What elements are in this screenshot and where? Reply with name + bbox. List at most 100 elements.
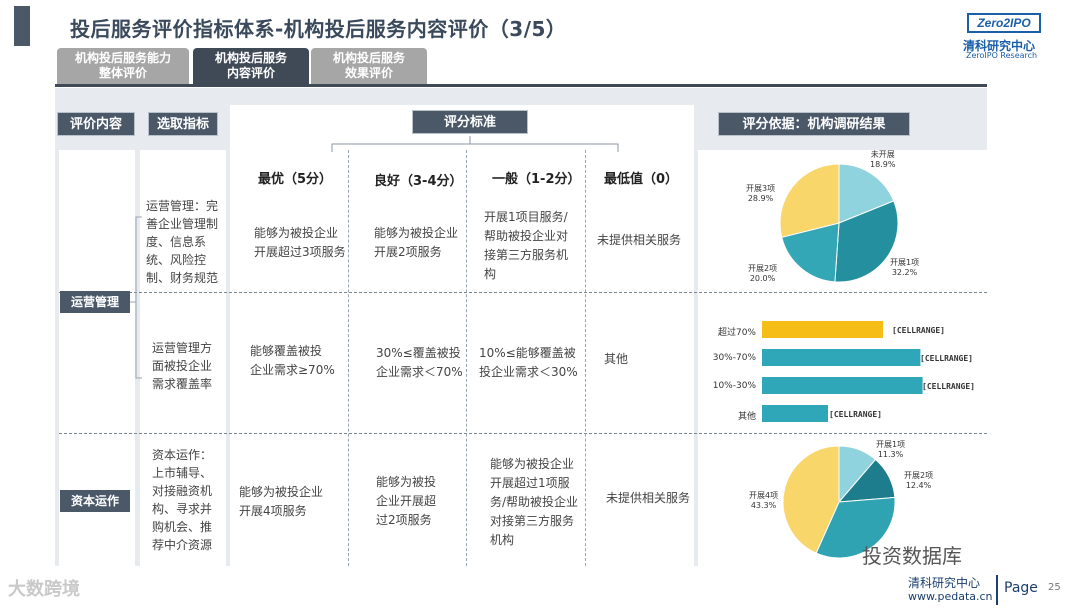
header-basis: 评分依据：机构调研结果 bbox=[718, 112, 910, 136]
indicator-line: 对接融资机 bbox=[152, 484, 213, 498]
zero2ipo-logo: Zero2IPO bbox=[967, 13, 1041, 33]
row-divider bbox=[59, 292, 987, 293]
pie1-label-2: 开展2项 20.0% bbox=[748, 264, 777, 284]
level-lowest: 最低值（0） bbox=[604, 172, 679, 187]
bar-value-text: [CELLRANGE] bbox=[892, 326, 945, 335]
score-line: 过2项服务 bbox=[376, 513, 432, 527]
pie2-label-3: 开展4项 43.3% bbox=[749, 491, 778, 511]
indicator-line: 构、寻求并 bbox=[152, 502, 213, 516]
score-line: 帮助被投企业对 bbox=[484, 229, 569, 243]
page-title: 投后服务评价指标体系-机构投后服务内容评价（3/5） bbox=[70, 17, 567, 41]
tab-label-line2: 内容评价 bbox=[226, 66, 275, 80]
pie-chart-capital-services bbox=[782, 445, 896, 559]
score-line: 机构 bbox=[490, 533, 515, 547]
score-cell: 能够为被投 企业开展超 过2项服务 bbox=[376, 473, 436, 530]
score-line: 能够为被投企业 bbox=[490, 457, 575, 471]
score-line: 企业需求＜70% bbox=[376, 365, 463, 379]
score-line: 开展4项服务 bbox=[239, 504, 307, 518]
footer-url[interactable]: www.pedata.cn bbox=[908, 590, 993, 603]
pie-label: 开展3项 bbox=[746, 184, 776, 193]
indicator-line: 制、财务规范 bbox=[146, 271, 219, 285]
pie-value: 11.3% bbox=[877, 450, 904, 459]
score-cell: 能够为被投企业 开展超过3项服务 bbox=[254, 224, 346, 262]
tab-effect-evaluation[interactable]: 机构投后服务 效果评价 bbox=[311, 48, 427, 84]
indicator-capital: 资本运作： 上市辅导、 对接融资机 构、寻求并 购机会、推 荐中介资源 bbox=[152, 446, 224, 554]
standard-area bbox=[230, 105, 694, 566]
indicator-line: 运营管理方 bbox=[152, 341, 213, 355]
pie-slice-1 bbox=[834, 200, 899, 283]
watermark-left: 大数跨境 bbox=[8, 579, 80, 600]
pie-value: 20.0% bbox=[749, 274, 776, 283]
indicator-line: 统、风险控 bbox=[146, 253, 207, 267]
score-cell: 能够覆盖被投 企业需求≥70% bbox=[250, 342, 335, 380]
indicator-ops-coverage: 运营管理方 面被投企业 需求覆盖率 bbox=[152, 339, 224, 393]
row-divider bbox=[59, 433, 987, 434]
pie-chart-ops-services bbox=[779, 163, 899, 283]
standard-bracket bbox=[331, 136, 619, 152]
watermark-right: 投资数据库 bbox=[862, 544, 962, 568]
indicator-line: 面被投企业 bbox=[152, 359, 213, 373]
category-capital: 资本运作 bbox=[60, 490, 130, 512]
header-content: 评价内容 bbox=[57, 112, 135, 136]
indicator-line: 运营管理：完 bbox=[146, 199, 219, 213]
score-line: 10%≤能够覆盖被 bbox=[479, 346, 576, 360]
pie-label: 开展4项 bbox=[749, 491, 779, 500]
footer-org: 清科研究中心 bbox=[908, 576, 981, 590]
title-accent-bar bbox=[14, 6, 30, 46]
score-line: 未提供相关服务 bbox=[597, 233, 682, 247]
pie-slice-3 bbox=[782, 445, 840, 554]
pie-label: 开展2项 bbox=[904, 471, 934, 480]
score-cell: 其他 bbox=[604, 350, 628, 369]
indicator-line: 度、信息系 bbox=[146, 235, 207, 249]
pie2-label-1: 开展2项 12.4% bbox=[904, 471, 933, 491]
pie-slice-0 bbox=[838, 163, 895, 224]
score-line: 开展1项目服务/ bbox=[484, 210, 568, 224]
pie-label: 未开展 bbox=[870, 150, 895, 159]
col-divider bbox=[466, 150, 467, 566]
level-best: 最优（5分） bbox=[258, 172, 333, 187]
score-cell: 未提供相关服务 bbox=[597, 231, 681, 250]
score-line: 能够为被投企业 bbox=[374, 226, 459, 240]
logo-cn-text: 清科研究中心 bbox=[963, 39, 1036, 53]
score-line: 接第三方服务机 bbox=[484, 248, 569, 262]
score-cell: 能够为被投企业 开展4项服务 bbox=[239, 483, 323, 521]
bar-label: 30%-70% bbox=[712, 353, 756, 363]
tab-label-line1: 机构投后服务能力 bbox=[74, 51, 171, 65]
pie-slice-2 bbox=[815, 496, 896, 559]
score-line: 能够为被投企业 bbox=[239, 485, 324, 499]
footer-page-label: Page bbox=[1004, 580, 1038, 596]
col-divider bbox=[348, 150, 349, 566]
indicator-line: 荐中介资源 bbox=[152, 538, 213, 552]
indicator-column bbox=[140, 150, 226, 566]
indicator-line: 购机会、推 bbox=[152, 520, 213, 534]
bar-label: 其他 bbox=[737, 412, 756, 422]
footer-separator bbox=[996, 575, 998, 605]
score-line: 开展超过3项服务 bbox=[254, 245, 346, 259]
bar-2 bbox=[762, 377, 923, 394]
tab-overall-capability[interactable]: 机构投后服务能力 整体评价 bbox=[57, 48, 189, 84]
logo-en-text: ZeroIPO Research bbox=[966, 51, 1038, 60]
bar-label: 10%-30% bbox=[712, 381, 756, 391]
bar-1 bbox=[762, 349, 921, 366]
pie-value: 28.9% bbox=[747, 194, 774, 203]
score-line: 开展超过1项服 bbox=[490, 476, 570, 490]
bar-0 bbox=[762, 321, 883, 338]
score-line: 构 bbox=[484, 267, 497, 281]
tab-content-evaluation[interactable]: 机构投后服务 内容评价 bbox=[193, 48, 309, 84]
bar-label: 超过70% bbox=[717, 328, 756, 338]
pie1-label-0: 未开展 18.9% bbox=[870, 150, 895, 170]
indicator-line: 资本运作： bbox=[152, 448, 213, 462]
bar-3 bbox=[762, 405, 828, 422]
bar-value-text: [CELLRANGE] bbox=[920, 354, 973, 363]
pie-value: 43.3% bbox=[750, 501, 777, 510]
pie-value: 32.2% bbox=[891, 268, 918, 277]
score-cell: 未提供相关服务 bbox=[606, 489, 690, 508]
pie-slice-3 bbox=[779, 163, 840, 238]
tab-label-line2: 整体评价 bbox=[98, 66, 147, 80]
header-standard: 评分标准 bbox=[412, 110, 528, 134]
score-line: 对接第三方服务 bbox=[490, 514, 575, 528]
score-cell: 10%≤能够覆盖被 投企业需求＜30% bbox=[479, 344, 578, 382]
tab-label-line1: 机构投后服务 bbox=[332, 51, 405, 65]
footer-page-number: 25 bbox=[1048, 582, 1061, 593]
pie-label: 开展2项 bbox=[748, 264, 778, 273]
